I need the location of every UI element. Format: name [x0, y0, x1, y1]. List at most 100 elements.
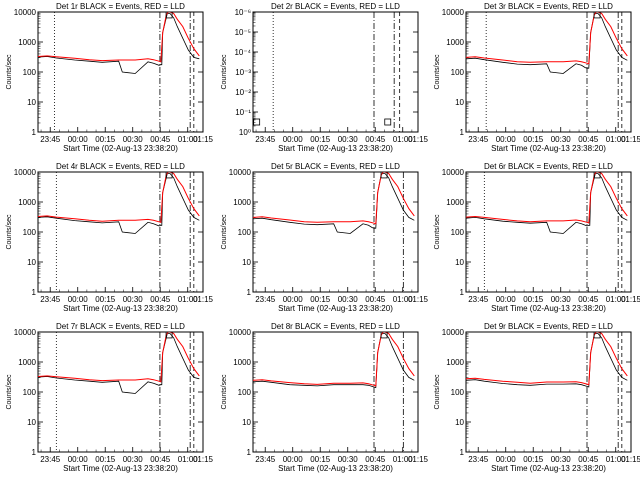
y-axis-label: Counts/sec: [6, 214, 13, 250]
y-tick-label: 10: [242, 258, 251, 267]
detector-panel: Det 5r BLACK = Events, RED = LLD 1 10 100 10…: [221, 162, 429, 313]
x-tick-label: 00:00: [68, 455, 89, 464]
x-tick-label: 01:00: [178, 135, 199, 144]
detector-panel: Det 7r BLACK = Events, RED = LLD 1 10 100 10…: [6, 322, 214, 473]
y-tick-label: 1: [32, 128, 37, 137]
x-axis-label: Start Time (02-Aug-13 23:38:20): [63, 144, 178, 153]
panel-title: Det 6r BLACK = Events, RED = LLD: [484, 162, 613, 171]
x-tick-label: 00:30: [551, 135, 572, 144]
x-tick-label: 01:00: [606, 135, 627, 144]
panel-title: Det 9r BLACK = Events, RED = LLD: [484, 322, 613, 331]
y-tick-label: 10000: [14, 168, 37, 177]
x-tick-label: 23:45: [40, 135, 61, 144]
y-tick-label: 1: [32, 448, 37, 457]
x-tick-label: 00:45: [578, 295, 599, 304]
x-tick-label: 23:45: [255, 295, 276, 304]
x-tick-label: 00:45: [150, 295, 171, 304]
x-tick-label: 23:45: [468, 295, 489, 304]
y-tick-label: 100: [23, 68, 37, 77]
y-tick-label: 10: [455, 98, 464, 107]
events-series-line: [252, 173, 415, 234]
square-marker: [253, 118, 261, 126]
x-tick-label: 01:00: [606, 295, 627, 304]
x-tick-label: 00:15: [95, 135, 116, 144]
x-tick-label: 00:15: [523, 455, 544, 464]
y-tick-label: 100: [451, 228, 465, 237]
y-tick-label: 1: [460, 448, 465, 457]
y-tick-label: 1000: [18, 358, 36, 367]
x-tick-label: 00:00: [283, 135, 304, 144]
x-tick-label: 00:15: [310, 135, 331, 144]
x-tick-label: 00:15: [95, 295, 116, 304]
detector-panel: Det 9r BLACK = Events, RED = LLD 1 10 100 10…: [434, 322, 640, 473]
events-series-line: [465, 13, 628, 74]
panel-title: Det 1r BLACK = Events, RED = LLD: [56, 2, 185, 11]
square-marker: [165, 11, 173, 19]
detector-panel: Det 3r BLACK = Events, RED = LLD 1 10 100 10…: [434, 2, 640, 153]
y-tick-label: 100: [23, 388, 37, 397]
panel-title: Det 5r BLACK = Events, RED = LLD: [271, 162, 400, 171]
y-tick-label: 10000: [14, 8, 37, 17]
x-tick-label: 01:00: [393, 455, 414, 464]
lld-series-line: [252, 171, 415, 225]
y-tick-label: 10000: [229, 168, 252, 177]
y-tick-label: 10: [27, 418, 36, 427]
y-tick-label: 10⁻⁴: [234, 48, 251, 57]
panel-title: Det 8r BLACK = Events, RED = LLD: [271, 322, 400, 331]
y-axis-label: Counts/sec: [6, 374, 13, 410]
x-tick-label: 01:15: [408, 455, 429, 464]
x-tick-label: 00:45: [365, 135, 386, 144]
x-tick-label: 01:00: [393, 295, 414, 304]
detector-panel: Det 1r BLACK = Events, RED = LLD 1 10 100 10…: [6, 2, 214, 153]
square-marker: [593, 171, 601, 179]
plot-frame: [252, 171, 419, 293]
events-series-line: [37, 173, 200, 234]
panel-title: Det 7r BLACK = Events, RED = LLD: [56, 322, 185, 331]
x-tick-label: 01:15: [193, 135, 214, 144]
y-tick-label: 10: [27, 258, 36, 267]
x-tick-label: 23:45: [40, 295, 61, 304]
x-tick-label: 00:15: [310, 455, 331, 464]
y-tick-label: 1000: [233, 198, 251, 207]
square-marker: [380, 171, 388, 179]
y-tick-label: 1: [247, 448, 252, 457]
x-tick-label: 01:15: [408, 295, 429, 304]
detector-panel: Det 6r BLACK = Events, RED = LLD 1 10 100 10…: [434, 162, 640, 313]
x-axis-label: Start Time (02-Aug-13 23:38:20): [491, 304, 606, 313]
x-tick-label: 00:45: [578, 455, 599, 464]
y-axis-label: Counts/sec: [434, 214, 441, 250]
y-tick-label: 1: [460, 128, 465, 137]
y-tick-label: 10000: [442, 168, 465, 177]
x-tick-label: 00:30: [123, 135, 144, 144]
lld-series-line: [252, 331, 415, 387]
y-tick-label: 10000: [14, 328, 37, 337]
x-tick-label: 01:15: [621, 455, 640, 464]
plot-frame: [465, 331, 632, 453]
x-axis-label: Start Time (02-Aug-13 23:38:20): [63, 304, 178, 313]
x-tick-label: 00:00: [283, 295, 304, 304]
y-tick-label: 10⁻²: [235, 88, 251, 97]
y-tick-label: 10: [455, 258, 464, 267]
x-tick-label: 00:15: [523, 135, 544, 144]
x-tick-label: 23:45: [255, 135, 276, 144]
events-series-line: [37, 13, 200, 74]
x-tick-label: 01:15: [621, 135, 640, 144]
plot-frame: [465, 11, 632, 133]
square-marker: [165, 171, 173, 179]
y-tick-label: 100: [451, 388, 465, 397]
events-series-line: [465, 173, 628, 234]
x-tick-label: 00:00: [496, 135, 517, 144]
x-tick-label: 23:45: [468, 135, 489, 144]
lld-series-line: [465, 11, 628, 65]
square-marker: [380, 331, 388, 339]
x-tick-label: 00:45: [578, 135, 599, 144]
x-tick-label: 00:15: [523, 295, 544, 304]
x-tick-label: 00:30: [551, 455, 572, 464]
x-tick-label: 01:15: [193, 455, 214, 464]
x-tick-label: 01:00: [178, 455, 199, 464]
x-tick-label: 00:30: [338, 295, 359, 304]
y-tick-label: 1: [247, 288, 252, 297]
x-tick-label: 00:00: [68, 295, 89, 304]
y-axis-label: Counts/sec: [221, 54, 228, 90]
events-series-line: [252, 333, 415, 389]
